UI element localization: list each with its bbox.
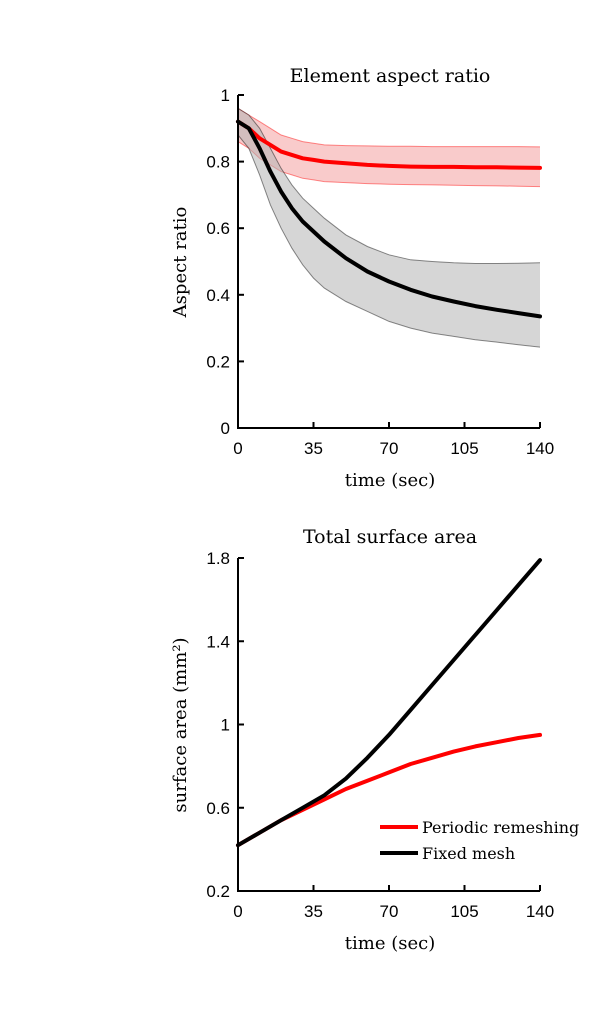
x-tick-label: 35 xyxy=(304,902,323,921)
x-tick-label: 70 xyxy=(380,902,399,921)
y-tick-label: 1 xyxy=(221,86,230,105)
x-tick-label: 35 xyxy=(304,439,323,458)
y-tick-label: 0 xyxy=(221,419,230,438)
x-axis-label: time (sec) xyxy=(345,470,435,491)
series-0-line xyxy=(236,119,542,170)
x-ticks: 0 35 70 105 140 xyxy=(233,885,554,921)
panel-aspect-ratio: Element aspect ratio 0 35 70 105 140 0 0.2 0.4… xyxy=(170,65,554,491)
series-1-band xyxy=(238,108,540,348)
x-tick-label: 105 xyxy=(450,902,478,921)
series-0-band-upper-edge xyxy=(237,107,541,148)
y-tick-label: 1 xyxy=(221,716,230,735)
x-tick-label: 140 xyxy=(526,439,554,458)
series-1-band-upper-edge xyxy=(237,107,541,264)
chart-title: Element aspect ratio xyxy=(290,65,491,87)
panel-surface-area: Total surface area 0 35 70 105 140 0.2 0.6 1 1.… xyxy=(170,526,579,954)
series-1-line xyxy=(236,119,542,319)
x-ticks: 0 35 70 105 140 xyxy=(233,422,554,458)
axes xyxy=(237,558,540,892)
legend-label-periodic-remeshing: Periodic remeshing xyxy=(422,818,579,837)
y-tick-label: 1.8 xyxy=(206,549,230,568)
y-tick-label: 1.4 xyxy=(206,632,230,651)
y-tick-label: 0.4 xyxy=(206,286,230,305)
series-lines xyxy=(236,119,542,319)
y-tick-label: 0.2 xyxy=(206,352,230,371)
y-tick-label: 0.8 xyxy=(206,153,230,172)
series-1-band-lower-edge xyxy=(237,134,541,348)
legend-label-fixed-mesh: Fixed mesh xyxy=(422,844,515,863)
x-tick-label: 0 xyxy=(233,439,242,458)
chart-title: Total surface area xyxy=(303,526,477,548)
x-tick-label: 105 xyxy=(450,439,478,458)
series-1-line xyxy=(236,558,542,848)
x-tick-label: 0 xyxy=(233,902,242,921)
y-axis-label: Aspect ratio xyxy=(170,207,191,319)
y-axis-label: surface area (mm²) xyxy=(170,637,191,812)
legend: Periodic remeshing Fixed mesh xyxy=(380,818,579,863)
y-ticks: 0.2 0.6 1 1.4 1.8 xyxy=(206,549,244,901)
series-lines xyxy=(236,558,542,848)
y-tick-label: 0.6 xyxy=(206,799,230,818)
y-tick-label: 0.2 xyxy=(206,882,230,901)
y-ticks: 0 0.2 0.4 0.6 0.8 1 xyxy=(206,86,244,438)
y-tick-label: 0.6 xyxy=(206,219,230,238)
x-tick-label: 140 xyxy=(526,902,554,921)
x-axis-label: time (sec) xyxy=(345,933,435,954)
x-tick-label: 70 xyxy=(380,439,399,458)
